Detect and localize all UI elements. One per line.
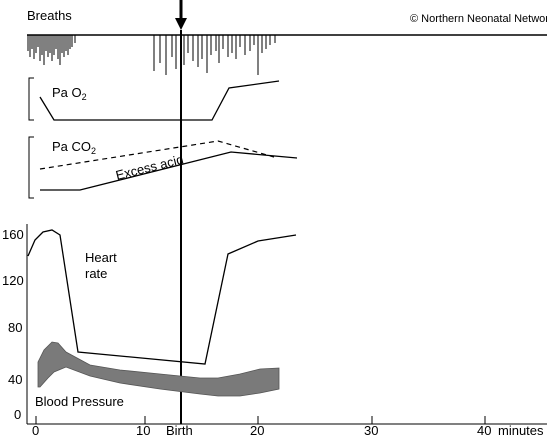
y-tick-160: 160 [2, 227, 24, 242]
pao2-label-text: Pa O [52, 85, 82, 100]
x-tick-30: 30 [364, 423, 378, 438]
excess-acid-line [40, 151, 298, 191]
paco2-label-sub: 2 [91, 146, 96, 156]
x-tick-40: 40 [477, 423, 491, 438]
y-tick-40: 40 [8, 372, 22, 387]
blood-pressure-band [37, 341, 280, 397]
blood-pressure-label: Blood Pressure [35, 394, 124, 409]
pao2-label: Pa O2 [52, 85, 87, 102]
x-axis-ticks [35, 416, 486, 424]
paco2-bracket [28, 136, 34, 199]
copyright-text: © Northern Neonatal Network [410, 13, 547, 25]
x-axis-unit-label: minutes [498, 423, 544, 438]
pao2-label-sub: 2 [82, 92, 87, 102]
y-tick-120: 120 [2, 273, 24, 288]
pao2-bracket [28, 77, 34, 121]
paco2-label-text: Pa CO [52, 139, 91, 154]
paco2-dashed-line [39, 140, 275, 170]
paco2-label: Pa CO2 [52, 139, 96, 156]
y-tick-0: 0 [14, 407, 21, 422]
x-tick-0: 0 [32, 423, 39, 438]
x-tick-20: 20 [250, 423, 264, 438]
birth-arrow-head [175, 18, 187, 30]
heart-rate-label-line1: Heart [85, 250, 117, 265]
y-tick-80: 80 [8, 320, 22, 335]
x-tick-10: 10 [136, 423, 150, 438]
breath-ticks [27, 35, 276, 75]
birth-label: Birth [166, 423, 193, 438]
pao2-line [39, 80, 280, 121]
breaths-label: Breaths [27, 8, 72, 23]
heart-rate-line [27, 229, 297, 365]
heart-rate-label-line2: rate [85, 266, 107, 281]
